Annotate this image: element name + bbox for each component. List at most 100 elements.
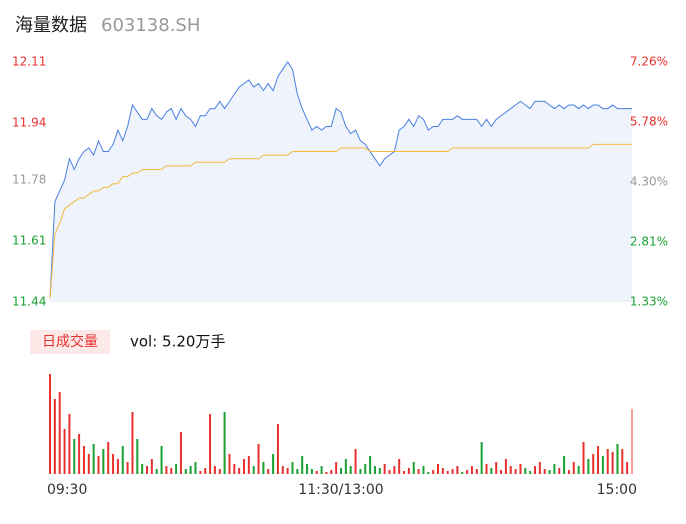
volume-bar [524,468,527,474]
volume-bar [209,414,212,474]
y-tick-label: 11.61 [12,234,46,248]
volume-bar [480,442,483,474]
volume-bar [146,466,148,474]
volume-bar [97,456,100,474]
volume-bar [461,472,464,474]
volume-bar [538,462,541,474]
y-tick-label: 12.11 [12,55,46,69]
volume-bar [107,442,110,474]
volume-bar [466,470,469,474]
y2-tick-label: 5.78% [630,114,668,128]
volume-bar [582,442,585,474]
volume-bar [422,466,425,474]
volume-bar [344,459,347,474]
volume-bar [383,464,386,474]
volume-bar [393,466,396,474]
volume-bar [87,454,90,474]
volume-bar [189,466,192,474]
volume-bar [276,424,279,474]
volume-annotation: vol: 5.20万手 [130,333,225,351]
volume-bar [626,462,629,474]
volume-bar [238,468,241,474]
volume-bar [296,469,299,474]
volume-bar [485,464,488,474]
volume-bar [131,412,134,474]
volume-bar [136,439,139,474]
volume-bar [165,466,168,474]
volume-bar [78,434,81,474]
volume-bar [519,464,522,474]
volume-bar [437,464,439,474]
volume-bar [213,466,216,474]
volume-bar [49,374,51,474]
volume-bar [199,471,202,474]
volume-bar [470,466,473,474]
volume-bar [160,446,163,474]
y2-tick-label: 7.26% [630,55,668,69]
volume-bar [364,464,367,474]
volume-bar [155,469,158,474]
y-tick-label: 11.44 [12,295,46,309]
y2-tick-label: 4.30% [630,174,668,188]
volume-bar [150,459,153,474]
volume-bar [509,466,512,474]
x-tick-label: 11:30/13:00 [298,482,383,498]
volume-legend-box [30,330,110,354]
volume-bar [412,462,415,474]
x-tick-label: 15:00 [597,482,637,498]
volume-bar [335,462,338,474]
volume-bar [247,456,250,474]
volume-bar [407,468,410,474]
y-tick-label: 11.78 [12,173,46,187]
volume-bar [262,462,265,474]
volume-bar [92,444,95,474]
volume-bar [320,466,323,474]
volume-bar [369,456,372,474]
volume-bar [272,454,275,474]
volume-bar [441,468,444,474]
volume-bar [243,459,245,474]
volume-bar [116,459,119,474]
volume-bar [301,456,304,474]
volume-bar [281,466,284,474]
volume-bar [514,469,517,474]
price-line [49,61,632,299]
volume-bar [184,469,187,474]
volume-bar [427,472,430,474]
x-tick-label: 09:30 [47,482,87,498]
volume-bar [340,468,342,474]
volume-bar [398,459,401,474]
stock-name: 海量数据 [15,15,87,36]
volume-bar [446,471,449,474]
volume-bar [606,449,609,474]
price-area [50,62,632,302]
volume-bar [616,444,619,474]
volume-bar [567,470,570,474]
volume-legend: 日成交量 [42,333,98,350]
volume-bar [403,471,406,474]
volume-bar [194,462,197,474]
volume-bar [306,464,309,474]
volume-bar [475,469,478,474]
volume-bar [548,470,551,474]
volume-bar [631,409,633,474]
volume-bar [252,466,255,474]
volume-bar [587,459,590,474]
y-tick-label: 11.94 [12,115,46,129]
volume-bar [456,466,459,474]
volume-bar [572,462,575,474]
volume-bar [378,468,381,474]
volume-bar [121,446,124,474]
volume-bar [563,456,566,474]
volume-bar [330,470,333,474]
volume-bar [53,399,56,474]
volume-bar [500,470,503,474]
volume-bar [504,459,507,474]
volume-bar [218,469,221,474]
volume-bar [68,414,71,474]
volume-bar [601,456,604,474]
volume-bar [126,462,129,474]
volume-bar [432,470,435,474]
volume-bar [175,464,178,474]
